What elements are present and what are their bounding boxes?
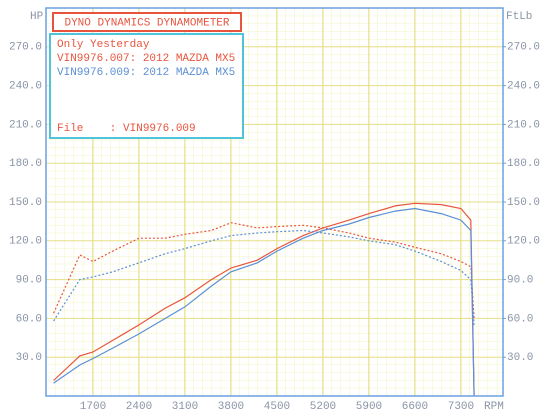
x-axis-label: RPM — [484, 401, 504, 413]
title-box — [52, 12, 242, 32]
x-tick-label: 3100 — [172, 401, 198, 413]
y2-tick-label: 30.0 — [507, 352, 533, 364]
legend-entry: VIN9976.007: 2012 MAZDA MX5 — [57, 53, 235, 65]
legend-box — [49, 33, 244, 139]
x-tick-label: 2400 — [126, 401, 152, 413]
y2-tick-label: 60.0 — [507, 313, 533, 325]
y-axis-label: HP — [30, 11, 44, 23]
y2-tick-label: 240.0 — [507, 81, 540, 93]
chart-title: DYNO DYNAMICS DYNAMOMETER — [64, 17, 229, 29]
x-tick-label: 6600 — [402, 401, 428, 413]
y2-tick-label: 210.0 — [507, 119, 540, 131]
y-tick-label: 180.0 — [9, 158, 42, 170]
subtitle: Only Yesterday — [57, 39, 150, 51]
y2-tick-label: 120.0 — [507, 236, 540, 248]
y-tick-label: 90.0 — [16, 275, 42, 287]
x-tick-label: 1700 — [80, 401, 106, 413]
legend: DYNO DYNAMICS DYNAMOMETER Only Yesterday… — [49, 12, 244, 139]
y2-axis-label: FtLb — [506, 11, 532, 23]
legend-entry: VIN9976.009: 2012 MAZDA MX5 — [57, 67, 235, 79]
y-tick-label: 60.0 — [16, 313, 42, 325]
x-tick-label: 7300 — [448, 401, 474, 413]
torque-line — [53, 229, 475, 325]
power-line — [53, 202, 475, 397]
x-tick-label: 4500 — [264, 401, 290, 413]
x-tick-label: 5900 — [356, 401, 382, 413]
x-tick-label: 5200 — [310, 401, 336, 413]
x-tick-label: 3800 — [218, 401, 244, 413]
y-tick-label: 150.0 — [9, 197, 42, 209]
y-tick-label: 270.0 — [9, 42, 42, 54]
y-tick-label: 210.0 — [9, 119, 42, 131]
y-tick-label: 240.0 — [9, 81, 42, 93]
y-tick-label: 30.0 — [16, 352, 42, 364]
y2-tick-label: 90.0 — [507, 275, 533, 287]
y2-tick-label: 180.0 — [507, 158, 540, 170]
y-tick-label: 120.0 — [9, 236, 42, 248]
y2-tick-label: 150.0 — [507, 197, 540, 209]
power-line — [53, 207, 475, 397]
y2-tick-label: 270.0 — [507, 42, 540, 54]
file-annotation: File : VIN9976.009 — [57, 123, 196, 135]
torque-line — [53, 222, 475, 319]
